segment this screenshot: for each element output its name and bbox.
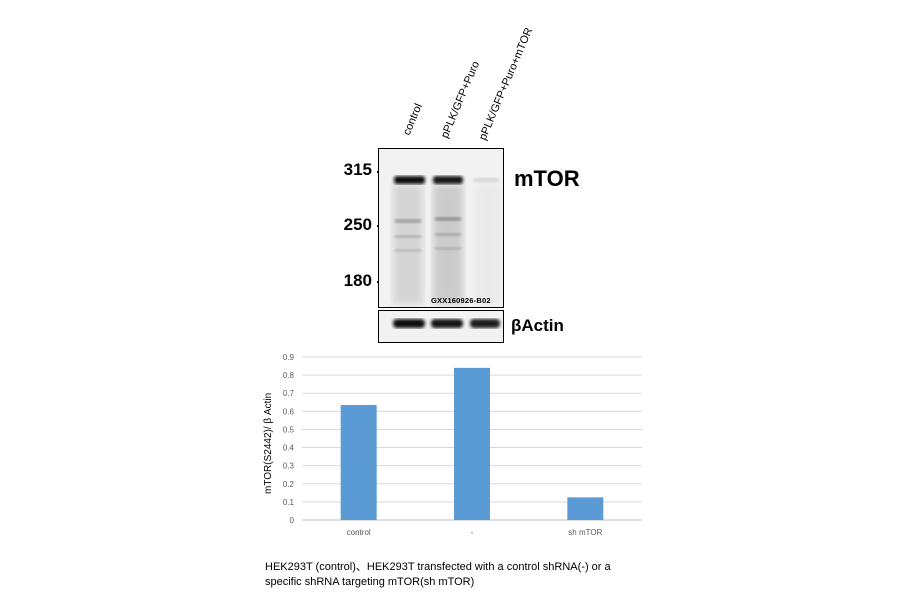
caption-line-2: specific shRNA targeting mTOR(sh mTOR) — [265, 576, 475, 588]
y-tick-label: 0.2 — [283, 480, 295, 489]
mw-marker-180: 180 — [343, 271, 372, 290]
y-axis-title: mTOR(S2442)/ β Actin — [263, 392, 274, 494]
lane-label-pplk-gfp-puro-mtor: pPLK/GFP+Puro+mTOR — [476, 26, 536, 142]
actin-blot-image — [379, 311, 503, 342]
y-tick-label: 0 — [290, 516, 295, 525]
y-tick-label: 0.5 — [283, 425, 295, 434]
bar — [340, 404, 377, 520]
x-tick-label: sh mTOR — [568, 528, 602, 537]
y-tick-label: 0.4 — [283, 444, 295, 453]
figure-caption: HEK293T (control)、HEK293T transfected wi… — [265, 560, 825, 590]
bar — [567, 497, 604, 520]
actin-band-label: βActin — [511, 316, 564, 335]
mw-marker-315: 315 — [343, 160, 372, 179]
lane-label-control: control — [400, 101, 425, 137]
mtor-blot-panel: GXX160926-B02 — [378, 148, 504, 308]
x-tick-label: control — [347, 528, 371, 537]
lane-label-pplk-gfp-puro: pPLK/GFP+Puro — [438, 59, 483, 140]
catalog-watermark: GXX160926-B02 — [431, 296, 491, 305]
x-tick-label: - — [471, 528, 474, 537]
bar — [454, 367, 490, 520]
mtor-blot-image — [379, 149, 503, 307]
y-tick-label: 0.9 — [283, 353, 295, 362]
y-tick-label: 0.8 — [283, 371, 295, 380]
y-tick-label: 0.1 — [283, 498, 295, 507]
actin-blot-panel — [378, 310, 504, 343]
mtor-band-label: mTOR — [514, 166, 580, 191]
y-tick-label: 0.6 — [283, 407, 295, 416]
mw-marker-250: 250 — [343, 215, 372, 234]
y-tick-label: 0.7 — [283, 389, 295, 398]
caption-line-1: HEK293T (control)、HEK293T transfected wi… — [265, 561, 611, 573]
y-tick-label: 0.3 — [283, 462, 295, 471]
